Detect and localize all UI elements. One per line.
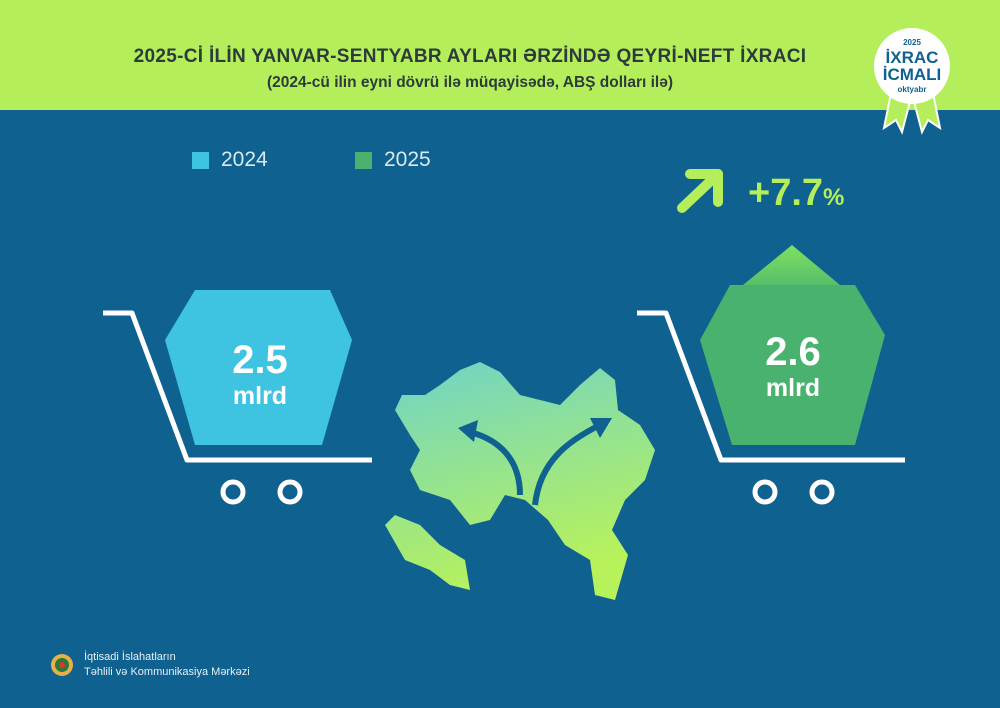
legend-label: 2025 <box>384 148 431 171</box>
cart-2024 <box>103 310 372 463</box>
map-arrow-left <box>469 429 523 496</box>
page-subtitle: (2024-cü ilin eyni dövrü ilə müqayisədə,… <box>267 74 673 91</box>
map-arrow-right-head <box>590 418 612 438</box>
legend-label: 2024 <box>221 148 268 171</box>
wheel-icon <box>220 479 246 505</box>
growth-arrow-icon <box>677 169 723 213</box>
up-arrow <box>743 245 840 300</box>
footer-org-line1: İqtisadi İslahatların <box>84 651 176 663</box>
bar-2024 <box>165 290 352 445</box>
header-band: 2025-Cİ İLİN YANVAR-SENTYABR AYLARI ƏRZİ… <box>0 0 1000 110</box>
footer-org-line2: Təhlili və Kommunikasiya Mərkəzi <box>84 666 250 678</box>
value-label-2025: 2.6 mlrd <box>765 330 821 402</box>
emblem-icon <box>51 654 73 676</box>
cart-2025 <box>637 310 905 463</box>
page-title: 2025-Cİ İLİN YANVAR-SENTYABR AYLARI ƏRZİ… <box>133 46 807 67</box>
map-arrow-left-head <box>458 420 478 442</box>
wheel-icon <box>277 479 303 505</box>
bar-2025 <box>700 285 885 445</box>
map-arrow-right <box>532 422 602 506</box>
legend-item-2025: 2025 <box>355 148 431 172</box>
wheel-icon <box>752 479 778 505</box>
legend-swatch <box>192 151 209 169</box>
wheel-icon <box>809 479 835 505</box>
footer-logo: İqtisadi İslahatların Təhlili və Kommuni… <box>50 650 250 680</box>
change-label: +7.7% <box>748 172 845 214</box>
legend-swatch <box>355 151 372 169</box>
value-label-2024: 2.5 mlrd <box>232 338 288 410</box>
export-review-badge: 2025 İXRAC İCMALI oktyabr <box>870 28 954 135</box>
legend-item-2024: 2024 <box>192 148 268 172</box>
